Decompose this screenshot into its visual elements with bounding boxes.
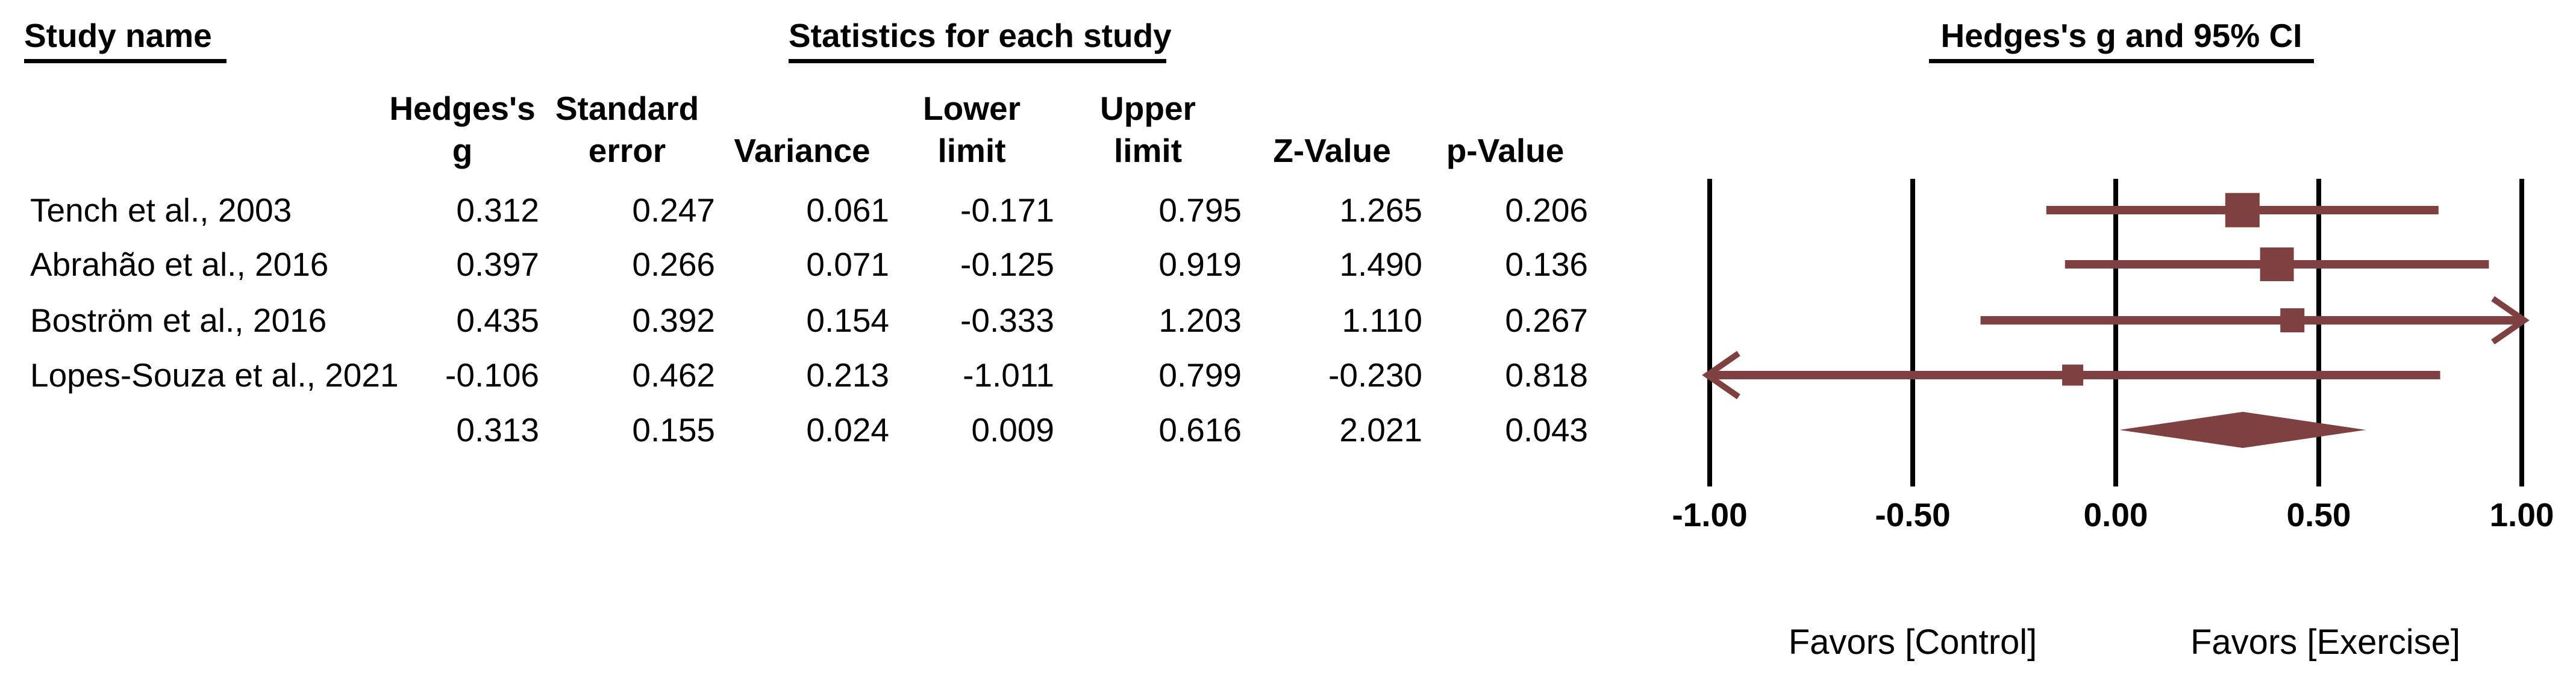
x-axis-tick-label: -0.50 (1875, 496, 1951, 533)
standard-error-cell: 0.155 (632, 411, 715, 449)
upper-limit-cell: 0.919 (1158, 246, 1242, 283)
study-name-cell: Tench et al., 2003 (30, 191, 292, 229)
variance-cell: 0.061 (806, 191, 889, 229)
column-header-upper-limit: Upper limit (1054, 87, 1242, 172)
hedges-g-cell: 0.397 (456, 246, 539, 283)
column-header-p-value: p-Value (1422, 87, 1588, 172)
table-row: Abrahão et al., 2016 0.397 0.266 0.071 -… (24, 243, 1588, 285)
column-header-z-value: Z-Value (1242, 87, 1422, 172)
hedges-g-cell: 0.312 (456, 191, 539, 229)
z-value-cell: 2.021 (1339, 411, 1422, 449)
table-row: Boström et al., 2016 0.435 0.392 0.154 -… (24, 299, 1588, 341)
column-header-line1: Standard (555, 90, 699, 127)
standard-error-cell: 0.392 (632, 302, 715, 339)
favors-control-label: Favors [Control] (1788, 623, 2037, 662)
column-header-lower-limit: Lower limit (889, 87, 1054, 172)
lower-limit-cell: 0.009 (971, 411, 1054, 449)
table-row-summary: 0.313 0.155 0.024 0.009 0.616 2.021 0.04… (24, 409, 1588, 451)
column-header-line2: limit (1113, 132, 1183, 169)
p-value-cell: 0.818 (1505, 356, 1588, 394)
x-axis-tick-label: -1.00 (1672, 496, 1748, 533)
lower-limit-cell: -0.125 (960, 246, 1054, 283)
column-header-line2: Z-Value (1273, 132, 1391, 169)
p-value-cell: 0.043 (1505, 411, 1588, 449)
study-name-title: Study name (24, 17, 227, 63)
hedges-g-cell: 0.313 (456, 411, 539, 449)
column-header-line1: Lower (923, 90, 1021, 127)
column-header-line1: Upper (1100, 90, 1196, 127)
column-header-line2: p-Value (1446, 132, 1565, 169)
z-value-cell: 1.265 (1339, 191, 1422, 229)
column-header-line1: Hedges's (389, 90, 536, 127)
hedges-g-cell: -0.106 (445, 356, 539, 394)
standard-error-cell: 0.462 (632, 356, 715, 394)
column-header-row: Hedges's g Standard error Variance Lower… (386, 87, 1588, 172)
x-axis-tick-label: 0.00 (2083, 496, 2148, 533)
x-axis-tick-label: 0.50 (2286, 496, 2351, 533)
z-value-cell: 1.110 (1342, 302, 1422, 339)
upper-limit-cell: 1.203 (1158, 302, 1242, 339)
standard-error-cell: 0.266 (632, 246, 715, 283)
lower-limit-cell: -0.171 (960, 191, 1054, 229)
z-value-cell: 1.490 (1339, 246, 1422, 283)
standard-error-cell: 0.247 (632, 191, 715, 229)
table-row: Lopes-Souza et al., 2021 -0.106 0.462 0.… (24, 354, 1588, 396)
hedges-g-cell: 0.435 (456, 302, 539, 339)
p-value-cell: 0.136 (1505, 246, 1588, 283)
statistics-title: Statistics for each study (789, 17, 1172, 63)
column-header-line2: Variance (734, 132, 871, 169)
study-name-cell: Lopes-Souza et al., 2021 (30, 356, 399, 394)
upper-limit-cell: 0.799 (1158, 356, 1242, 394)
variance-cell: 0.154 (806, 302, 889, 339)
table-row: Tench et al., 2003 0.312 0.247 0.061 -0.… (24, 189, 1588, 231)
variance-cell: 0.213 (806, 356, 889, 394)
z-value-cell: -0.230 (1328, 356, 1422, 394)
p-value-cell: 0.267 (1505, 302, 1588, 339)
lower-limit-cell: -0.333 (960, 302, 1054, 339)
p-value-cell: 0.206 (1505, 191, 1588, 229)
variance-cell: 0.024 (806, 411, 889, 449)
plot-title: Hedges's g and 95% CI (1929, 17, 2314, 63)
upper-limit-cell: 0.616 (1158, 411, 1242, 449)
column-header-line2: g (452, 132, 473, 169)
column-header-standard-error: Standard error (539, 87, 715, 172)
variance-cell: 0.071 (806, 246, 889, 283)
study-name-cell: Boström et al., 2016 (30, 302, 327, 339)
lower-limit-cell: -1.011 (963, 356, 1054, 394)
column-header-line2: limit (937, 132, 1006, 169)
column-header-line2: error (588, 132, 666, 169)
column-header-hedges-g: Hedges's g (386, 87, 539, 172)
favors-exercise-label: Favors [Exercise] (2190, 623, 2460, 662)
study-name-cell: Abrahão et al., 2016 (30, 246, 329, 283)
x-axis-tick-label: 1.00 (2489, 496, 2554, 533)
column-header-variance: Variance (715, 87, 889, 172)
upper-limit-cell: 0.795 (1158, 191, 1242, 229)
